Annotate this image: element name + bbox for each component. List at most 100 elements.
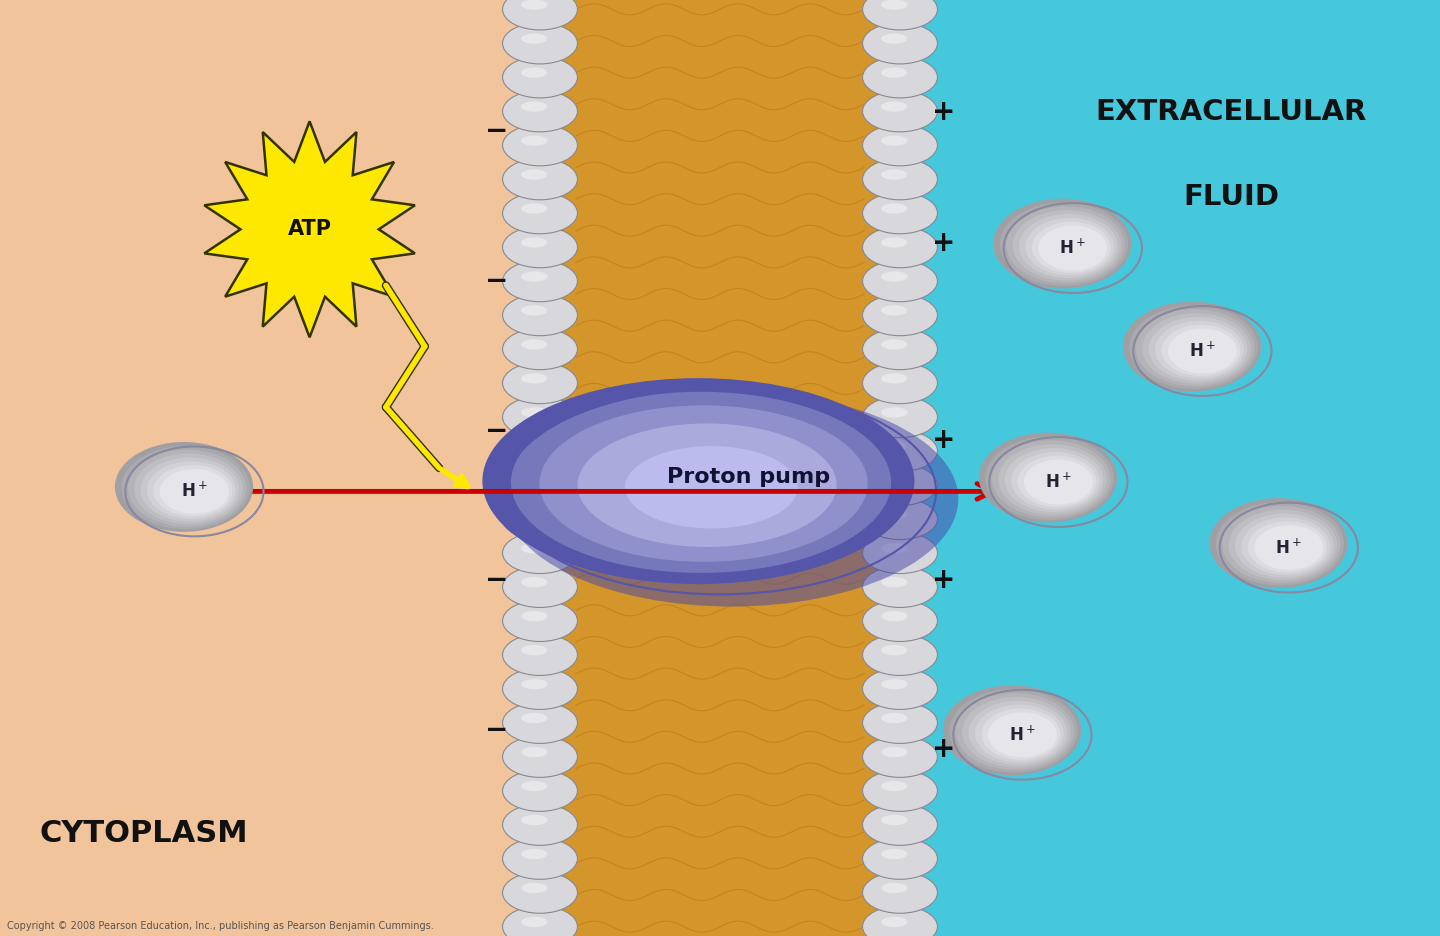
- Circle shape: [962, 697, 1071, 768]
- Text: FLUID: FLUID: [1184, 183, 1279, 211]
- Circle shape: [1228, 510, 1338, 580]
- Circle shape: [949, 689, 1077, 772]
- Ellipse shape: [881, 578, 907, 588]
- Circle shape: [1005, 448, 1103, 512]
- Circle shape: [1223, 505, 1341, 583]
- Circle shape: [988, 712, 1057, 757]
- Ellipse shape: [863, 872, 937, 914]
- Ellipse shape: [863, 158, 937, 199]
- Ellipse shape: [511, 392, 891, 573]
- Ellipse shape: [503, 295, 577, 336]
- Ellipse shape: [863, 668, 937, 709]
- Ellipse shape: [503, 193, 577, 234]
- Ellipse shape: [521, 747, 547, 757]
- Ellipse shape: [521, 101, 547, 111]
- Text: H$^+$: H$^+$: [1276, 538, 1302, 557]
- Text: −: −: [485, 117, 508, 145]
- Polygon shape: [204, 122, 415, 337]
- Text: EXTRACELLULAR: EXTRACELLULAR: [1096, 98, 1367, 126]
- Ellipse shape: [503, 668, 577, 709]
- Circle shape: [1136, 309, 1254, 387]
- Ellipse shape: [521, 339, 547, 349]
- Text: Copyright © 2008 Pearson Education, Inc., publishing as Pearson Benjamin Cumming: Copyright © 2008 Pearson Education, Inc.…: [7, 921, 433, 931]
- Circle shape: [1024, 460, 1093, 505]
- Ellipse shape: [503, 124, 577, 166]
- Circle shape: [1020, 214, 1117, 278]
- Ellipse shape: [521, 509, 547, 519]
- Ellipse shape: [881, 543, 907, 553]
- Ellipse shape: [881, 509, 907, 519]
- Ellipse shape: [503, 906, 577, 936]
- Ellipse shape: [881, 203, 907, 213]
- Circle shape: [154, 465, 232, 517]
- Ellipse shape: [503, 227, 577, 268]
- Circle shape: [992, 440, 1110, 518]
- Ellipse shape: [863, 0, 937, 30]
- Ellipse shape: [503, 397, 577, 438]
- Text: Proton pump: Proton pump: [667, 467, 831, 488]
- Ellipse shape: [503, 804, 577, 845]
- Text: H$^+$: H$^+$: [1009, 725, 1035, 744]
- Circle shape: [1168, 329, 1237, 373]
- Ellipse shape: [521, 611, 547, 622]
- Ellipse shape: [521, 645, 547, 655]
- Ellipse shape: [521, 373, 547, 384]
- Ellipse shape: [881, 169, 907, 180]
- Circle shape: [1215, 502, 1344, 585]
- Text: H$^+$: H$^+$: [181, 482, 207, 501]
- Text: +: +: [932, 229, 955, 257]
- Circle shape: [1129, 305, 1257, 388]
- Circle shape: [1018, 456, 1096, 507]
- Ellipse shape: [503, 737, 577, 778]
- Ellipse shape: [863, 22, 937, 64]
- Ellipse shape: [503, 464, 577, 505]
- Bar: [893, 0, 1440, 936]
- Ellipse shape: [881, 713, 907, 724]
- Circle shape: [943, 685, 1081, 775]
- Circle shape: [1254, 525, 1323, 570]
- Ellipse shape: [521, 917, 547, 927]
- Ellipse shape: [863, 431, 937, 472]
- Circle shape: [1038, 226, 1107, 271]
- Ellipse shape: [504, 391, 959, 607]
- Ellipse shape: [881, 339, 907, 349]
- Ellipse shape: [503, 362, 577, 403]
- Ellipse shape: [863, 362, 937, 403]
- Ellipse shape: [521, 271, 547, 282]
- Ellipse shape: [881, 475, 907, 486]
- Ellipse shape: [863, 533, 937, 574]
- Ellipse shape: [863, 635, 937, 676]
- Ellipse shape: [863, 600, 937, 641]
- Ellipse shape: [863, 124, 937, 166]
- Circle shape: [147, 461, 236, 519]
- Circle shape: [115, 442, 253, 532]
- Ellipse shape: [863, 57, 937, 98]
- Ellipse shape: [863, 295, 937, 336]
- Text: H$^+$: H$^+$: [1189, 342, 1215, 360]
- Ellipse shape: [503, 635, 577, 676]
- Text: −: −: [485, 267, 508, 295]
- Ellipse shape: [482, 378, 914, 584]
- Ellipse shape: [881, 34, 907, 44]
- Ellipse shape: [881, 441, 907, 451]
- Circle shape: [141, 458, 239, 521]
- Ellipse shape: [521, 34, 547, 44]
- Ellipse shape: [863, 702, 937, 743]
- Circle shape: [1248, 521, 1326, 573]
- Circle shape: [121, 446, 249, 529]
- Ellipse shape: [863, 193, 937, 234]
- Ellipse shape: [521, 543, 547, 553]
- Ellipse shape: [521, 238, 547, 248]
- Ellipse shape: [863, 329, 937, 370]
- Ellipse shape: [881, 645, 907, 655]
- Circle shape: [1210, 498, 1348, 588]
- Ellipse shape: [863, 227, 937, 268]
- Ellipse shape: [503, 702, 577, 743]
- Bar: [547, 0, 893, 936]
- Ellipse shape: [863, 464, 937, 505]
- Text: +: +: [932, 426, 955, 454]
- Ellipse shape: [863, 91, 937, 132]
- Ellipse shape: [521, 169, 547, 180]
- Text: CYTOPLASM: CYTOPLASM: [40, 819, 248, 847]
- Ellipse shape: [881, 815, 907, 826]
